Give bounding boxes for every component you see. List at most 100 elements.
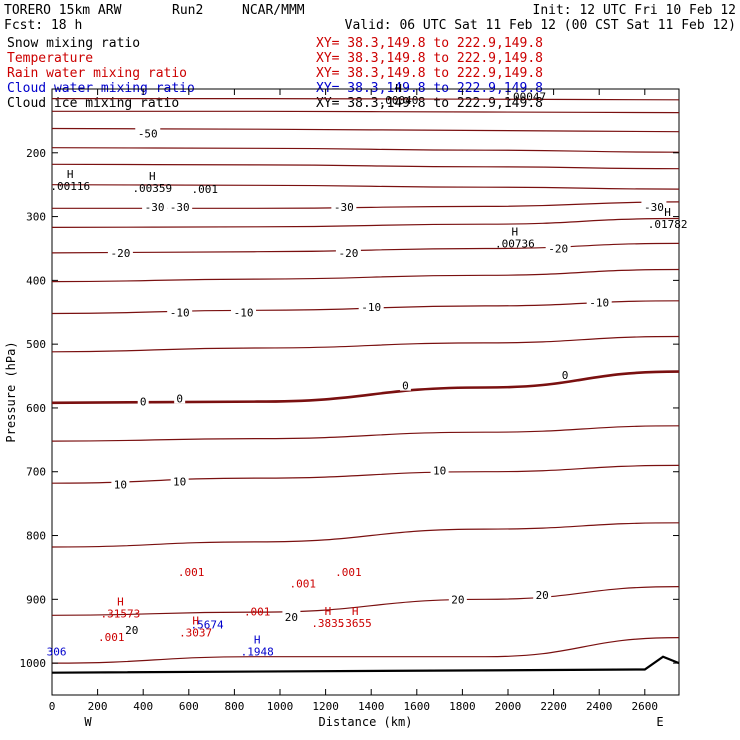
y-tick-label: 500 [26,338,46,351]
y-tick-label: 400 [26,274,46,287]
model-title: TORERO 15km ARW [4,3,122,18]
mixing-ratio-label: .001 [98,631,125,644]
temperature-contour-line [51,217,680,228]
extremum-mark: H [149,170,156,183]
temperature-contour-line [52,110,680,114]
temperature-label-bg [586,295,612,308]
valid-time: Valid: 06 UTC Sat 11 Feb 12 (00 CST Sat … [345,18,736,33]
extremum-mark: H [325,605,332,618]
y-tick-label: 300 [26,211,46,224]
temperature-label-bg [448,592,467,605]
temperature-label: -10 [589,297,609,310]
temperature-label: -50 [138,128,158,141]
temperature-label: -10 [234,306,254,319]
temperature-label: -30 [145,201,165,214]
x-tick-label: 1600 [404,700,431,713]
temperature-label: -20 [110,247,130,260]
temperature-label-bg [122,622,141,635]
extremum-mark: H [192,614,199,627]
temperature-label: 0 [402,380,409,393]
temperature-label-bg [533,587,552,600]
temperature-label-bg [137,394,149,407]
mixing-ratio-label: .5674 [190,619,223,632]
temperature-label: -20 [548,242,568,255]
x-tick-label: 2000 [495,700,522,713]
temperature-label: 0 [562,369,569,382]
mixing-ratio-label: .001 [335,566,362,579]
temperature-label-bg [430,463,449,476]
extremum-mark: H [512,225,519,238]
temperature-label: 0 [176,392,183,405]
legend-label: Cloud ice mixing ratio [7,96,179,111]
x-tick-label: 800 [224,700,244,713]
temperature-label-bg [231,305,257,318]
extremum-mark: H [117,595,124,608]
temperature-contour-line [51,370,680,405]
temperature-label-bg [282,610,301,623]
mixing-ratio-label: .00359 [132,182,172,195]
legend-xy: XY= 38.3,149.8 to 222.9,149.8 [316,66,543,81]
x-tick-label: 2600 [632,700,659,713]
west-label: W [84,715,92,729]
org-label: NCAR/MMM [242,3,305,18]
temperature-contour-line [51,335,680,353]
temperature-label-bg [331,200,357,213]
mixing-ratio-label: .00040 [379,94,419,107]
temperature-label: -30 [334,201,354,214]
temperature-label: 20 [125,624,138,637]
y-tick-label: 800 [26,530,46,543]
mixing-ratio-label: .3835 [311,617,344,630]
extremum-mark: H [395,82,402,95]
x-axis-title: Distance (km) [319,715,413,729]
temperature-label-bg [174,391,186,404]
legend-xy: XY= 38.3,149.8 to 222.9,149.8 [316,51,543,66]
mixing-ratio-label: .001 [290,577,317,590]
temperature-label-bg [142,200,168,213]
x-tick-label: 1000 [267,700,294,713]
legend-label: Snow mixing ratio [7,36,140,51]
extremum-mark: H [664,206,671,219]
init-time: Init: 12 UTC Fri 10 Feb 12 [533,3,737,18]
x-tick-label: 1800 [449,700,476,713]
temperature-contour-line [51,268,680,283]
temperature-label-bg [135,126,161,139]
temperature-label: -30 [170,201,190,214]
x-tick-label: 1200 [312,700,339,713]
extremum-mark: H [352,605,359,618]
temperature-contour-line [51,163,680,170]
mixing-ratio-label: .1948 [241,646,274,659]
run-label: Run2 [172,3,203,18]
x-tick-label: 400 [133,700,153,713]
temperature-label-bg [111,477,130,490]
temperature-label: 10 [173,475,186,488]
legend-label: Rain water mixing ratio [7,66,187,81]
temperature-contour-line [51,425,680,442]
temperature-label-bg [107,245,133,258]
y-tick-label: 1000 [20,657,47,670]
temperature-label: -20 [338,247,358,260]
temperature-label: 10 [433,464,446,477]
ground-line [51,655,680,674]
y-tick-label: 900 [26,593,46,606]
extremum-mark: H [67,168,74,181]
temperature-contour-line [51,147,680,153]
y-tick-label: 600 [26,402,46,415]
mixing-ratio-label: .001 [192,183,219,196]
mixing-ratio-label: .001 [244,605,271,618]
temperature-label-bg [358,300,384,313]
temperature-label-bg [399,378,411,391]
mixing-ratio-label: .001 [178,566,205,579]
temperature-contour-line [51,184,680,190]
legend-xy: XY= 38.3,149.8 to 222.9,149.8 [316,36,543,51]
y-axis-title: Pressure (hPa) [4,341,18,442]
mixing-ratio-label: .00116 [50,180,90,193]
temperature-contour-line [51,586,680,616]
y-tick-label: 200 [26,147,46,160]
temperature-label-bg [545,241,571,254]
temperature-contour-line [51,242,680,254]
temperature-label-bg [170,474,189,487]
x-tick-label: 0 [49,700,56,713]
temperature-label: -10 [361,301,381,314]
temperature-label: 20 [536,589,549,602]
